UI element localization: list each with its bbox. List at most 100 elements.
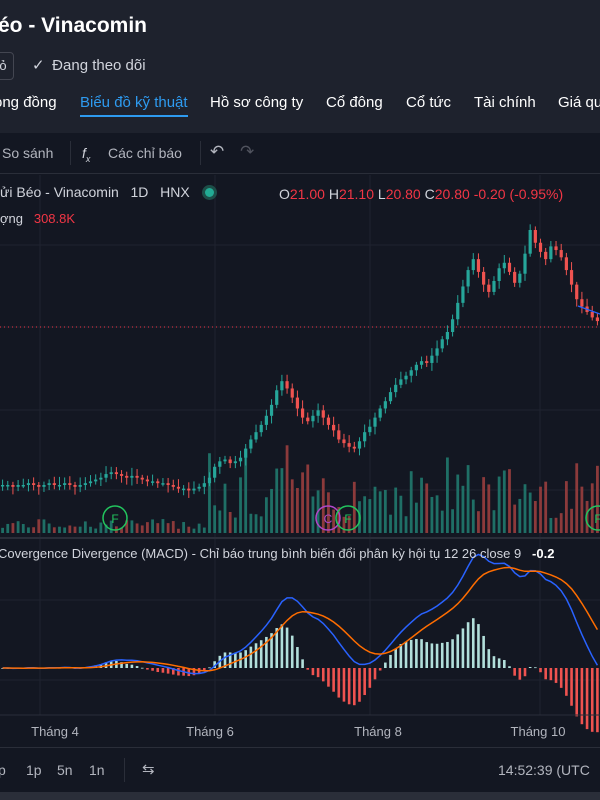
candle-body: [0, 485, 5, 487]
volume-bar: [327, 492, 330, 533]
macd-hist-bar: [523, 668, 527, 677]
macd-hist-bar: [161, 668, 165, 673]
candle-body: [119, 474, 124, 476]
macd-hist-bar: [389, 654, 392, 668]
candle-body: [492, 281, 496, 292]
header: éo - Vinacomin ỏ ✓ Đang theo dõi ong đồn…: [0, 0, 600, 133]
candle-body: [104, 474, 108, 478]
candle-body: [6, 485, 10, 487]
volume-bar: [89, 526, 92, 533]
macd-hist-bar: [477, 624, 480, 668]
volume-bar: [580, 486, 584, 533]
range-button[interactable]: 5n: [57, 762, 73, 778]
range-button[interactable]: p: [0, 762, 6, 778]
macd-hist-bar: [353, 668, 356, 706]
clock: 14:52:39 (UTC: [498, 762, 590, 778]
volume-bar: [78, 526, 82, 533]
indicators-button[interactable]: Các chỉ báo: [108, 145, 182, 161]
tab-technical-chart[interactable]: Biểu đồ kỹ thuật: [80, 94, 188, 117]
macd-hist-bar: [125, 663, 129, 668]
volume-legend: ợng 308.8K: [0, 211, 75, 226]
volume-bar: [502, 470, 506, 533]
volume-bar: [275, 468, 279, 533]
macd-hist-bar: [415, 638, 418, 668]
macd-hist-bar: [394, 648, 397, 668]
macd-hist-bar: [384, 662, 387, 668]
macd-hist-bar: [549, 668, 553, 681]
volume-bar: [182, 522, 186, 533]
candle-body: [290, 388, 294, 398]
compare-button[interactable]: So sánh: [2, 145, 54, 161]
macd-hist-bar: [166, 668, 170, 674]
date-range-icon[interactable]: ⇆: [142, 761, 155, 778]
volume-bar: [440, 510, 444, 533]
volume-bar: [497, 476, 501, 533]
macd-hist-bar: [420, 639, 423, 668]
macd-hist-bar: [409, 639, 413, 668]
volume-bar: [373, 486, 377, 533]
macd-hist-bar: [280, 624, 284, 668]
volume-bar: [202, 527, 206, 533]
follow-button[interactable]: ✓ Đang theo dõi: [32, 56, 146, 74]
candle-body: [575, 284, 579, 300]
tab-company-profile[interactable]: Hồ sơ công ty: [210, 94, 304, 111]
volume-marker: [585, 505, 600, 531]
volume-bar: [270, 488, 273, 533]
candle-body: [425, 361, 429, 363]
candle-body: [373, 417, 377, 427]
macd-hist-bar: [1, 668, 4, 669]
macd-value: -0.2: [532, 546, 555, 561]
candle-body: [471, 259, 475, 271]
volume-bar: [554, 517, 558, 533]
candle-body: [140, 477, 144, 480]
macd-hist-bar: [425, 642, 429, 668]
macd-hist-bar: [363, 668, 366, 696]
macd-hist-bar: [575, 668, 579, 717]
close-label: C: [424, 186, 435, 202]
volume-bar: [482, 477, 486, 533]
macd-hist-bar: [373, 668, 377, 680]
macd-hist-bar: [534, 667, 537, 669]
candle-body: [197, 486, 201, 489]
candle-body: [280, 381, 284, 391]
candle-body: [482, 271, 486, 285]
range-button[interactable]: 1p: [26, 762, 42, 778]
change-value: -0.20 (-0.95%): [473, 186, 564, 202]
candle-body: [218, 461, 222, 467]
undo-icon[interactable]: ↶: [210, 142, 225, 161]
tab-matching[interactable]: ong đồng: [0, 94, 57, 111]
volume-bar: [539, 486, 542, 533]
tab-dividends[interactable]: Cổ tức: [406, 94, 452, 111]
volume-bar: [585, 500, 589, 533]
candle-body: [435, 348, 439, 356]
macd-hist-bar: [580, 668, 584, 725]
tab-price-history[interactable]: Giá qu: [558, 94, 600, 111]
redo-icon[interactable]: ↷: [240, 142, 255, 161]
macd-hist-bar: [539, 668, 542, 673]
volume-bar: [166, 523, 170, 533]
candle-body: [564, 257, 568, 271]
macd-hist-bar: [451, 639, 454, 668]
exchange-pill[interactable]: ỏ: [0, 52, 14, 80]
volume-bar: [533, 501, 537, 533]
volume-bar: [73, 526, 77, 533]
candle-body: [109, 472, 113, 475]
volume-bar: [487, 484, 491, 533]
volume-bar: [11, 523, 15, 533]
macd-hist-bar: [347, 668, 351, 705]
range-button[interactable]: 1n: [89, 762, 105, 778]
tab-finance[interactable]: Tài chính: [474, 94, 536, 111]
volume-bar: [264, 497, 268, 533]
volume-bar: [544, 481, 548, 533]
volume-bar: [518, 498, 522, 533]
macd-hist-bar: [187, 668, 191, 677]
volume-bar: [47, 523, 51, 533]
candle-body: [476, 259, 481, 272]
volume-bar: [383, 489, 387, 533]
macd-hist-bar: [223, 652, 227, 668]
volume-bar: [306, 464, 310, 533]
chart-toolbar: So sánh fx Các chỉ báo ↶ ↷: [0, 133, 600, 174]
tab-shareholders[interactable]: Cổ đông: [326, 94, 383, 111]
volume-bar: [280, 468, 284, 533]
